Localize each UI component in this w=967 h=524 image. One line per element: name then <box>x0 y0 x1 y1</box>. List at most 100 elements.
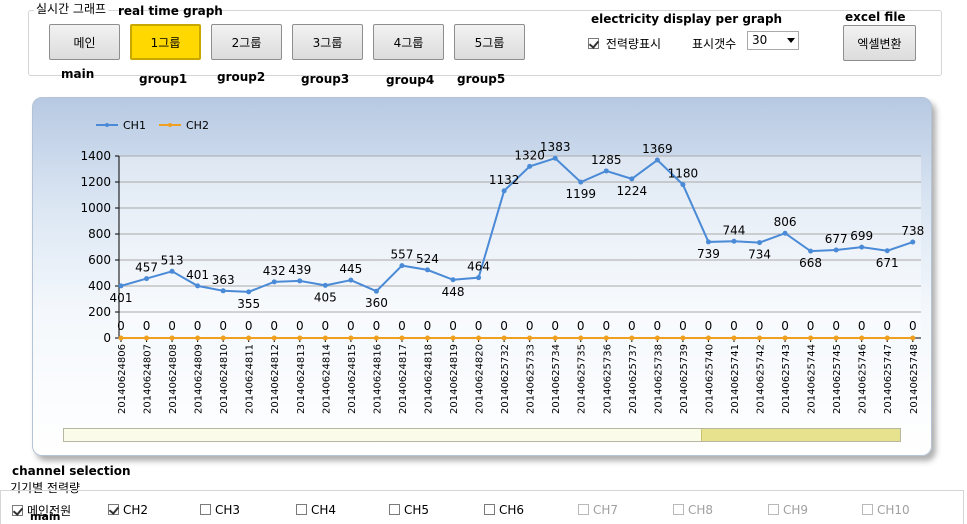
channel-checkbox-ch10[interactable]: CH10 <box>862 502 910 517</box>
channel-label: CH10 <box>877 502 910 517</box>
y-tick-label: 1000 <box>80 201 111 215</box>
power-display-checkbox[interactable]: 전력량표시 <box>588 35 661 52</box>
legend-label: CH2 <box>186 119 209 132</box>
display-count-select[interactable]: 30 <box>747 31 799 50</box>
x-tick-label: 20140624812 <box>270 344 281 414</box>
data-label: 0 <box>781 319 789 333</box>
checkbox-icon <box>588 38 599 49</box>
x-tick-label: 20140625741 <box>730 344 741 414</box>
data-point <box>527 335 533 341</box>
data-label: 0 <box>526 319 534 333</box>
channel-checkbox-main[interactable]: 메인전원 <box>12 502 71 519</box>
x-tick-label: 20140624817 <box>398 344 409 414</box>
group2-button[interactable]: 2그룹 <box>211 24 282 60</box>
data-label: 0 <box>322 319 330 333</box>
data-label: 464 <box>467 260 490 274</box>
channel-checkbox-ch9[interactable]: CH9 <box>768 502 808 517</box>
data-point <box>859 244 865 250</box>
data-point <box>782 230 788 236</box>
channel-checkbox-ch4[interactable]: CH4 <box>296 502 336 517</box>
data-label: 0 <box>475 319 483 333</box>
excel-export-button[interactable]: 엑셀변환 <box>843 25 916 61</box>
realtime-graph-groupbox <box>28 10 942 76</box>
group5-button[interactable]: 5그룹 <box>454 24 525 60</box>
checkbox-icon <box>200 504 211 515</box>
data-point <box>654 335 660 341</box>
channel-checkbox-ch8[interactable]: CH8 <box>673 502 713 517</box>
legend-marker <box>105 123 109 127</box>
x-tick-label: 20140625733 <box>526 344 537 414</box>
data-label: 0 <box>628 319 636 333</box>
channel-checkbox-ch7[interactable]: CH7 <box>578 502 618 517</box>
y-tick-label: 0 <box>103 331 111 345</box>
data-point <box>757 335 763 341</box>
channel-checkbox-ch6[interactable]: CH6 <box>484 502 524 517</box>
chart-scrollbar-thumb[interactable] <box>701 429 900 441</box>
groupbox-title: 실시간 그래프 <box>34 0 109 17</box>
group1-button[interactable]: 1그룹 <box>130 24 201 60</box>
data-point <box>833 247 839 253</box>
x-tick-label: 20140625736 <box>602 344 613 414</box>
data-point <box>680 335 686 341</box>
y-tick-label: 800 <box>88 227 111 241</box>
data-label: 0 <box>807 319 815 333</box>
caption-group1: group1 <box>139 72 188 86</box>
main-button[interactable]: 메인 <box>49 24 120 60</box>
display-count-label: 표시갯수 <box>692 37 737 51</box>
data-label: 0 <box>909 319 917 333</box>
channel-checkbox-ch3[interactable]: CH3 <box>200 502 240 517</box>
caption-group3: group3 <box>301 72 350 86</box>
data-point <box>782 335 788 341</box>
data-point <box>859 335 865 341</box>
channel-groupbox <box>0 490 964 524</box>
data-label: 0 <box>245 319 253 333</box>
y-tick-label: 200 <box>88 305 111 319</box>
group3-button[interactable]: 3그룹 <box>292 24 363 60</box>
channel-label: CH4 <box>311 502 337 517</box>
x-tick-label: 20140625734 <box>551 344 562 414</box>
data-label: 0 <box>730 319 738 333</box>
annotation-realtime: real time graph <box>118 4 223 18</box>
data-point <box>348 277 354 283</box>
data-label: 524 <box>416 252 439 266</box>
channel-label: CH7 <box>593 502 619 517</box>
data-label: 355 <box>237 297 260 311</box>
data-point <box>246 289 252 295</box>
data-label: 445 <box>339 262 362 276</box>
data-label: 448 <box>442 285 465 299</box>
x-tick-label: 20140625735 <box>577 344 588 414</box>
data-label: 0 <box>654 319 662 333</box>
channel-label: CH9 <box>783 502 809 517</box>
data-point <box>705 239 711 245</box>
data-label: 360 <box>365 296 388 310</box>
channel-checkbox-ch2[interactable]: CH2 <box>108 502 148 517</box>
annotation-excel: excel file <box>845 10 906 24</box>
data-point <box>527 163 533 169</box>
data-point <box>603 335 609 341</box>
group4-button[interactable]: 4그룹 <box>373 24 444 60</box>
data-point <box>884 248 890 254</box>
data-label: 671 <box>876 256 899 270</box>
legend-marker <box>168 123 172 127</box>
x-tick-label: 20140625739 <box>679 344 690 414</box>
channel-checkbox-ch5[interactable]: CH5 <box>389 502 429 517</box>
data-label: 739 <box>697 247 720 261</box>
data-label: 806 <box>774 215 797 229</box>
chart-scrollbar[interactable] <box>63 428 901 442</box>
checkbox-icon <box>12 505 23 516</box>
data-point <box>910 335 916 341</box>
data-label: 0 <box>858 319 866 333</box>
data-point <box>552 335 558 341</box>
data-point <box>654 157 660 163</box>
caption-main-channel: main <box>30 510 61 523</box>
x-tick-label: 20140624813 <box>296 344 307 414</box>
channel-label: CH2 <box>123 502 149 517</box>
data-label: 0 <box>551 319 559 333</box>
data-label: 0 <box>270 319 278 333</box>
data-point <box>271 335 277 341</box>
data-label: 457 <box>135 261 158 275</box>
data-point <box>322 335 328 341</box>
data-point <box>399 335 405 341</box>
data-label: 0 <box>883 319 891 333</box>
data-point <box>476 335 482 341</box>
